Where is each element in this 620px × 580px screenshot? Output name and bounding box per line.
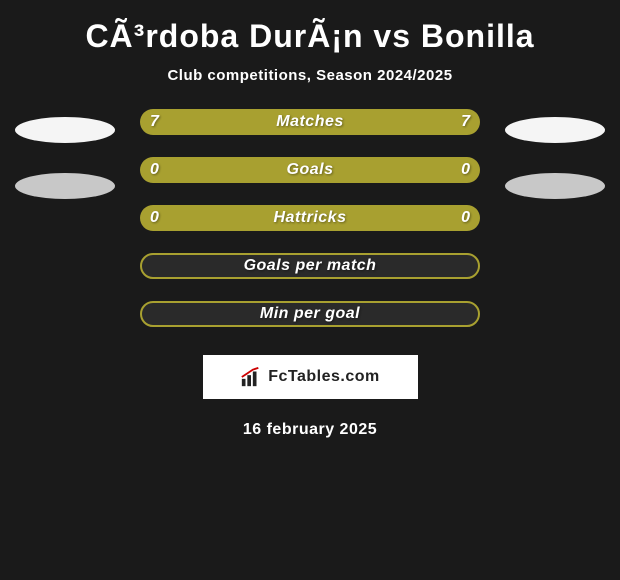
stat-label: Matches <box>276 113 344 131</box>
right-ellipse-0 <box>505 117 605 143</box>
comparison-widget: CÃ³rdoba DurÃ¡n vs Bonilla Club competit… <box>0 0 620 449</box>
page-title: CÃ³rdoba DurÃ¡n vs Bonilla <box>85 18 534 55</box>
stat-left-value: 0 <box>150 161 159 179</box>
stat-bar-hattricks: 0 Hattricks 0 <box>140 205 480 231</box>
stat-bar-matches: 7 Matches 7 <box>140 109 480 135</box>
stat-label: Goals <box>287 161 334 179</box>
left-ellipse-0 <box>15 117 115 143</box>
stat-bars: 7 Matches 7 0 Goals 0 0 Hattricks 0 Goals per mat… <box>140 109 480 327</box>
stat-right-value: 7 <box>461 113 470 131</box>
stat-left-value: 7 <box>150 113 159 131</box>
stat-right-value: 0 <box>461 161 470 179</box>
left-indicators <box>10 109 120 199</box>
stats-area: 7 Matches 7 0 Goals 0 0 Hattricks 0 Goals per mat… <box>0 109 620 327</box>
left-ellipse-1 <box>15 173 115 199</box>
stat-label: Hattricks <box>274 209 347 227</box>
fctables-logo[interactable]: FcTables.com <box>203 355 418 399</box>
right-indicators <box>500 109 610 199</box>
stat-label: Min per goal <box>260 305 360 323</box>
stat-left-value: 0 <box>150 209 159 227</box>
stat-bar-goals-per-match: Goals per match <box>140 253 480 279</box>
date-label: 16 february 2025 <box>243 421 377 439</box>
subtitle: Club competitions, Season 2024/2025 <box>167 67 452 84</box>
chart-icon <box>240 366 262 388</box>
stat-bar-goals: 0 Goals 0 <box>140 157 480 183</box>
logo-text: FcTables.com <box>268 368 380 386</box>
right-ellipse-1 <box>505 173 605 199</box>
stat-bar-min-per-goal: Min per goal <box>140 301 480 327</box>
stat-label: Goals per match <box>244 257 377 275</box>
stat-right-value: 0 <box>461 209 470 227</box>
